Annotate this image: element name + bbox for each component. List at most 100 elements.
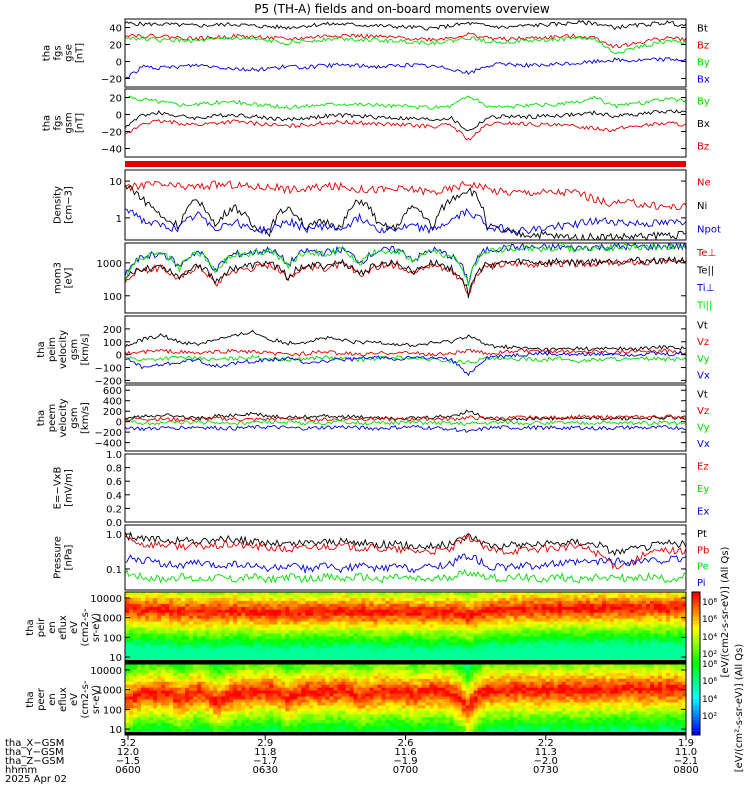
- spectrogram-cell: [193, 669, 198, 674]
- spectrogram-cell: [665, 621, 671, 626]
- spectrogram-cell: [301, 597, 306, 602]
- spectrogram-cell: [365, 606, 371, 611]
- spectrogram-cell: [225, 609, 230, 614]
- spectrogram-cell: [645, 618, 651, 623]
- spectrogram-cell: [317, 726, 322, 730]
- spectrogram-cell: [125, 654, 130, 658]
- spectrogram-cell: [381, 645, 387, 649]
- spectrogram-cell: [461, 609, 467, 614]
- spectrogram-cell: [609, 609, 615, 614]
- spectrogram-cell: [269, 681, 274, 686]
- spectrogram-cell: [137, 723, 142, 727]
- spectrogram-cell: [329, 696, 334, 701]
- spectrogram-cell: [313, 717, 318, 721]
- spectrogram-cell: [141, 636, 146, 640]
- series-line-pe: [125, 568, 686, 584]
- spectrogram-cell: [633, 597, 639, 602]
- spectrogram-cell: [293, 717, 298, 721]
- spectrogram-cell: [209, 690, 214, 695]
- spectrogram-cell: [149, 726, 154, 730]
- spectrogram-cell: [361, 666, 367, 671]
- spectrogram-cell: [213, 666, 218, 671]
- spectrogram-cell: [321, 618, 326, 623]
- spectrogram-cell: [573, 615, 579, 620]
- spectrogram-cell: [573, 639, 579, 643]
- spectrogram-cell: [301, 702, 306, 707]
- spectrogram-cell: [365, 627, 371, 632]
- spectrogram-cell: [417, 618, 423, 623]
- y-axis-label: eflux: [58, 615, 69, 640]
- spectrogram-cell: [565, 633, 571, 637]
- spectrogram-cell: [657, 636, 663, 640]
- spectrogram-cell: [665, 642, 671, 646]
- spectrogram-cell: [361, 645, 367, 649]
- spectrogram-cell: [397, 612, 403, 617]
- spectrogram-cell: [285, 612, 290, 617]
- spectrogram-cell: [233, 639, 238, 643]
- spectrogram-cell: [225, 687, 230, 692]
- spectrogram-cell: [517, 639, 523, 643]
- spectrogram-cell: [485, 621, 491, 626]
- spectrogram-cell: [289, 642, 294, 646]
- spectrogram-cell: [357, 702, 363, 707]
- spectrogram-cell: [213, 603, 218, 608]
- spectrogram-cell: [353, 612, 359, 617]
- spectrogram-cell: [149, 657, 154, 661]
- spectrogram-cell: [273, 642, 278, 646]
- spectrogram-cell: [365, 636, 371, 640]
- spectrogram-cell: [205, 675, 210, 680]
- spectrogram-cell: [413, 651, 419, 655]
- y-tick-label: 1000: [97, 259, 122, 270]
- spectrogram-cell: [549, 642, 555, 646]
- spectrogram-cell: [593, 624, 599, 629]
- spectrogram-cell: [313, 681, 318, 686]
- spectrogram-cell: [609, 651, 615, 655]
- spectrogram-cell: [657, 654, 663, 658]
- spectrogram-cell: [149, 654, 154, 658]
- spectrogram-cell: [345, 594, 350, 599]
- y-tick-label: 0.0: [106, 518, 122, 529]
- spectrogram-cell: [437, 636, 443, 640]
- spectrogram-cell: [433, 612, 439, 617]
- spectrogram-cell: [177, 687, 182, 692]
- spectrogram-cell: [169, 606, 174, 611]
- spectrogram-cell: [629, 642, 635, 646]
- series-line-te||: [125, 256, 686, 299]
- spectrogram-cell: [377, 603, 383, 608]
- spectrogram-cell: [353, 664, 359, 668]
- spectrogram-cell: [361, 624, 367, 629]
- spectrogram-cell: [613, 627, 619, 632]
- spectrogram-cell: [269, 705, 274, 709]
- spectrogram-cell: [509, 657, 515, 661]
- spectrogram-cell: [201, 708, 206, 712]
- spectrogram-cell: [281, 669, 286, 674]
- spectrogram-cell: [221, 633, 226, 637]
- spectrogram-cell: [229, 657, 234, 661]
- spectrogram-cell: [205, 609, 210, 614]
- spectrogram-cell: [565, 618, 571, 623]
- spectrogram-cell: [385, 630, 391, 635]
- spectrogram-cell: [673, 630, 679, 635]
- spectrogram-cell: [221, 705, 226, 709]
- spectrogram-cell: [153, 624, 158, 629]
- spectrogram-cell: [217, 618, 222, 623]
- spectrogram-cell: [637, 615, 643, 620]
- spectrogram-cell: [137, 612, 142, 617]
- spectrogram-cell: [289, 603, 294, 608]
- spectrogram-cell: [433, 621, 439, 626]
- spectrogram-cell: [265, 615, 270, 620]
- spectrogram-cell: [197, 705, 202, 709]
- spectrogram-cell: [381, 627, 387, 632]
- spectrogram-cell: [317, 603, 322, 608]
- spectrogram-cell: [449, 648, 455, 652]
- spectrogram-cell: [421, 603, 427, 608]
- spectrogram-cell: [421, 645, 427, 649]
- spectrogram-cell: [221, 657, 226, 661]
- spectrogram-cell: [581, 606, 587, 611]
- legend-label-vt: Vt: [697, 320, 708, 331]
- spectrogram-cell: [269, 672, 274, 677]
- spectrogram-cell: [581, 630, 587, 635]
- spectrogram-cell: [317, 717, 322, 721]
- spectrogram-cell: [357, 657, 363, 661]
- spectrogram-cell: [585, 624, 591, 629]
